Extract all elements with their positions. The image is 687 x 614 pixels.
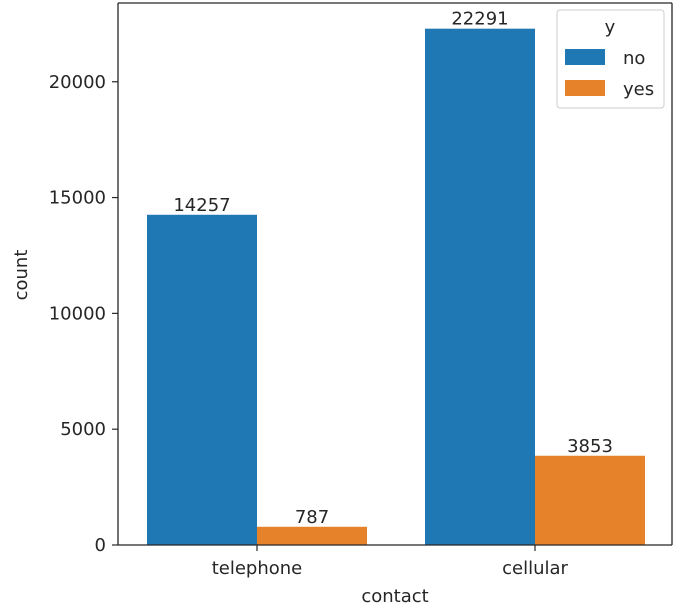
data-label-yes-cellular: 3853 <box>567 436 613 457</box>
y-tick-label: 10000 <box>49 303 106 324</box>
data-label-no-telephone: 14257 <box>173 195 230 216</box>
x-tick-label: telephone <box>212 558 303 579</box>
legend: y no yes <box>556 9 665 109</box>
y-tick-label: 15000 <box>49 188 106 209</box>
legend-label-no: no <box>623 48 645 69</box>
data-label-yes-telephone: 787 <box>295 507 329 528</box>
axes: 0 5000 10000 15000 20000 telephone cellular <box>49 2 673 579</box>
x-tick-label: cellular <box>502 558 568 579</box>
y-tick-label: 0 <box>95 535 106 556</box>
bar-yes-cellular <box>535 455 645 545</box>
plot-area: 14257 22291 787 3853 <box>147 9 645 546</box>
legend-swatch-yes <box>565 80 605 96</box>
legend-label-yes: yes <box>623 79 654 100</box>
legend-swatch-no <box>565 49 605 65</box>
data-label-no-cellular: 22291 <box>451 9 508 30</box>
bar-no-telephone <box>147 214 257 546</box>
y-tick-label: 20000 <box>49 72 106 93</box>
y-tick-label: 5000 <box>60 419 106 440</box>
bar-yes-telephone <box>257 526 367 545</box>
legend-title: y <box>605 17 616 38</box>
x-axis-label: contact <box>361 586 428 607</box>
y-axis-label: count <box>11 250 32 301</box>
bar-no-cellular <box>425 28 535 546</box>
